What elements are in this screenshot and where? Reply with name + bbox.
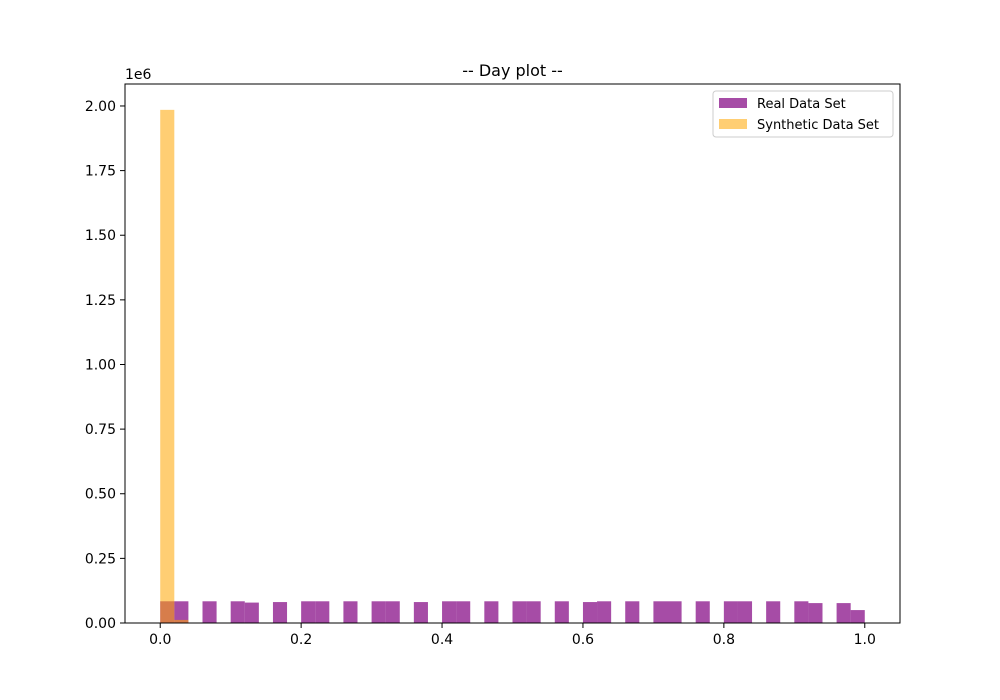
bar-series-1-bin-3 — [202, 601, 217, 623]
x-axis: 0.0 0.2 0.4 0.6 0.8 1.0 — [149, 623, 876, 648]
y-tick-label: 2.00 — [85, 99, 116, 115]
bar-series-1-bin-31 — [597, 601, 612, 623]
bar-series-1-bin-6 — [244, 602, 259, 623]
legend-label: Synthetic Data Set — [757, 118, 879, 133]
bar-series-2-bin-0 — [160, 109, 175, 623]
y-tick-label: 1.00 — [85, 357, 116, 373]
y-tick-label: 1.75 — [85, 164, 116, 180]
plot-frame — [124, 83, 901, 624]
bar-series-1-bin-11 — [315, 601, 330, 623]
y-axis: 0.00 0.25 0.50 0.75 1.00 1.25 1.50 1.75 2.00 — [85, 99, 125, 632]
x-tick-label: 0.8 — [713, 632, 735, 648]
bar-series-1-bin-30 — [582, 602, 598, 623]
x-tick-label: 1.0 — [854, 632, 876, 648]
bar-series-1-bin-43 — [766, 601, 781, 623]
bar-series-1-bin-46 — [808, 603, 823, 623]
y-tick-label: 1.25 — [85, 293, 116, 309]
bar-series-1-bin-20 — [442, 601, 457, 623]
bar-series-1-bin-25 — [512, 601, 527, 623]
x-tick-label: 0.6 — [572, 632, 594, 648]
bar-series-1-bin-48 — [836, 603, 851, 623]
y-tick-label: 0.75 — [85, 422, 116, 438]
y-offset-label: 1e6 — [125, 67, 152, 83]
bars-layer — [160, 109, 865, 623]
legend-swatch — [719, 119, 747, 129]
x-tick-label: 0.2 — [290, 632, 312, 648]
bar-series-1-bin-45 — [794, 601, 809, 623]
y-tick-label: 1.50 — [85, 228, 116, 244]
bar-series-1-bin-36 — [667, 601, 682, 623]
bar-series-1-bin-8 — [272, 602, 288, 623]
bar-series-1-bin-49 — [850, 610, 865, 623]
bar-series-1-bin-28 — [554, 601, 569, 623]
bar-series-1-bin-26 — [526, 601, 541, 623]
chart-title: -- Day plot -- — [462, 61, 563, 80]
bar-series-1-bin-13 — [343, 601, 358, 623]
bar-series-1-bin-38 — [695, 601, 710, 623]
bar-series-1-bin-40 — [723, 601, 738, 623]
y-tick-label: 0.00 — [85, 616, 116, 632]
y-tick-label: 0.25 — [85, 551, 116, 567]
x-tick-label: 0.4 — [431, 632, 453, 648]
bar-series-1-bin-5 — [230, 601, 245, 623]
legend: Real Data Set Synthetic Data Set — [712, 90, 894, 138]
bar-series-1-bin-41 — [737, 601, 753, 623]
y-tick-label: 0.50 — [85, 487, 116, 503]
bar-series-2-bin-1 — [174, 619, 189, 623]
bar-series-1-bin-35 — [653, 601, 668, 623]
bar-series-1-bin-23 — [484, 601, 499, 623]
legend-box — [712, 90, 894, 138]
legend-swatch — [719, 98, 747, 108]
bar-series-1-bin-16 — [385, 601, 400, 623]
bar-series-1-bin-15 — [371, 601, 386, 623]
bar-series-1-bin-10 — [301, 601, 316, 623]
bar-series-1-bin-21 — [456, 601, 471, 623]
x-tick-label: 0.0 — [149, 632, 171, 648]
bar-series-1-bin-33 — [625, 601, 640, 623]
bar-series-1-bin-1 — [174, 601, 189, 623]
bar-series-1-bin-18 — [413, 602, 428, 623]
legend-label: Real Data Set — [757, 97, 846, 112]
